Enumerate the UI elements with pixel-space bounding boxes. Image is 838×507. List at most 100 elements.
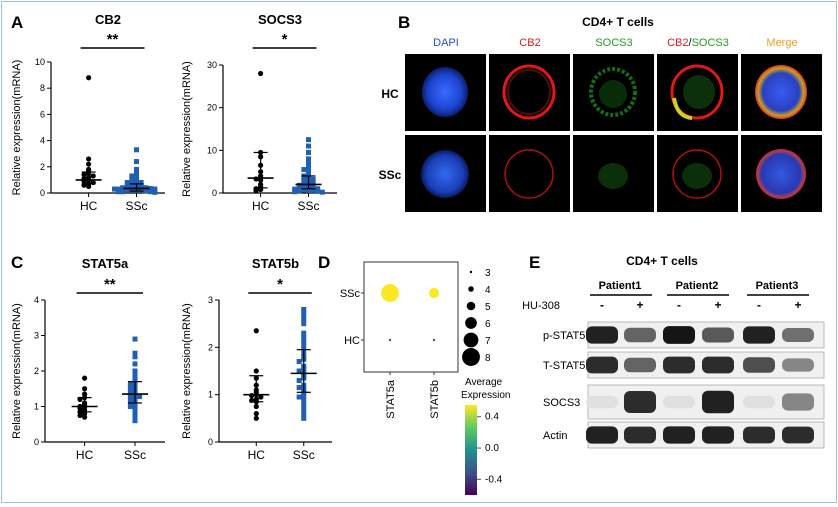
stat5b-point-ssc (301, 340, 307, 346)
dotplot-dot-ssc-stat5b (428, 287, 440, 299)
size-legend-label: 5 (485, 302, 491, 313)
socs3-xtick-label: SSc (297, 199, 319, 213)
row-label-ssc: SSc (379, 168, 402, 182)
dotplot-plot-area (363, 261, 459, 373)
socs3-xtick-label: HC (252, 199, 270, 213)
blot-band (663, 356, 695, 374)
socs3-point-ssc (296, 185, 302, 191)
cb2-ylabel: Relative expression(mRNA) (11, 60, 23, 196)
cb2-point-ssc (134, 159, 139, 165)
blot-row-label: T-STAT5 (543, 360, 585, 372)
membrane-hc-cb2 (502, 64, 556, 120)
colorbar-title-line1: Average (465, 377, 503, 388)
blot-band (586, 356, 618, 374)
cb2-point-hc (86, 183, 92, 190)
cb2-xtick-label: SSc (125, 199, 147, 213)
socs3-chart: SOCS3 Relative expression(mRNA) 0 10 20 30 HC S… (181, 12, 337, 213)
panel-label-e: E (529, 253, 540, 272)
cb2-point-ssc (120, 185, 126, 191)
membrane-ssc-overlay (672, 149, 722, 199)
patient-label: Patient2 (676, 280, 719, 292)
socs3-point-ssc (306, 160, 311, 166)
cell-ssc-merge (756, 149, 806, 199)
stat5b-title: STAT5b (252, 256, 299, 271)
dotplot-dot-hc-stat5b (432, 338, 436, 342)
colocalization-hc (672, 97, 693, 120)
stat5b-chart: STAT5b Relative expression(mRNA) 0 1 2 3 HC SSc… (181, 256, 332, 462)
blot-band (663, 326, 695, 344)
blot-band (702, 356, 734, 374)
blot-band (782, 426, 814, 444)
size-legend-dot (462, 348, 480, 366)
blot-band (624, 390, 656, 414)
socs3-ytick-label: 0 (212, 188, 217, 198)
blot-band (743, 426, 775, 444)
stat5a-point-ssc (127, 396, 133, 402)
socs3-point-ssc (296, 182, 302, 188)
stat5b-point-ssc (301, 321, 307, 327)
stat5a-ytick-label: 3 (34, 331, 39, 341)
stat5b-point-ssc (301, 311, 307, 317)
cb2-point-ssc (120, 189, 126, 195)
socs3-point-ssc (306, 171, 311, 177)
cb2-point-ssc (134, 174, 139, 180)
cb2-point-ssc (152, 189, 158, 195)
signal-ssc-overlay-inner (682, 163, 712, 189)
panel-label-c: C (11, 253, 23, 272)
cb2-point-ssc (129, 183, 135, 189)
blot-band (586, 426, 618, 444)
socs3-point-ssc (315, 186, 321, 192)
blot-band (743, 326, 775, 344)
size-legend-dot (468, 286, 474, 292)
blot-band (782, 393, 814, 411)
socs3-point-ssc (301, 178, 307, 184)
treatment-sign: + (714, 298, 721, 312)
row-label-hc: HC (381, 87, 399, 101)
stat5a-point-hc (77, 412, 83, 418)
stat5b-significance: * (277, 276, 283, 293)
stat5b-xtick-label: HC (248, 448, 266, 462)
signal-ssc-socs3 (598, 163, 628, 189)
col-label-merge: Merge (766, 37, 797, 49)
stat5b-point-ssc (301, 392, 307, 398)
stat5a-point-ssc (137, 394, 143, 400)
dotplot-chart: SSc HC STAT5a STAT5b 3 4 5 6 7 8 Average Express… (340, 261, 510, 495)
blot-band (624, 426, 656, 444)
socs3-ylabel: Relative expression(mRNA) (181, 61, 193, 197)
stat5b-point-ssc (301, 415, 307, 421)
stat5b-point-ssc (301, 330, 307, 336)
socs3-ytick-label: 30 (207, 60, 217, 70)
blot-row-label: SOCS3 (543, 397, 580, 409)
microscopy-panel: CD4+ T cells DAPI CB2 SOCS3 CB2/SOCS3 Me… (379, 15, 822, 212)
socs3-point-hc (253, 188, 259, 194)
cb2-ytick-label: 10 (35, 57, 45, 67)
stat5b-ytick-label: 3 (208, 295, 213, 305)
treatment-sign: - (600, 298, 604, 312)
socs3-point-ssc (315, 188, 321, 194)
blot-band (702, 390, 734, 414)
blot-row-label: Actin (543, 430, 567, 442)
treatment-sign: - (757, 298, 761, 312)
stat5b-point-ssc (301, 316, 307, 322)
stat5b-point-ssc (296, 368, 302, 374)
stat5b-ylabel: Relative expression(mRNA) (181, 303, 193, 439)
socs3-ytick-label: 10 (207, 145, 217, 155)
cb2-point-ssc (129, 187, 135, 193)
stat5b-point-ssc (301, 401, 307, 407)
stat5a-xtick-label: HC (76, 448, 94, 462)
stat5b-point-ssc (301, 406, 307, 412)
cb2-point-ssc (124, 182, 130, 188)
dotplot-row-label: HC (344, 335, 360, 347)
microscopy-title: CD4+ T cells (582, 15, 654, 29)
dotplot-col-label: STAT5a (385, 379, 397, 419)
socs3-point-ssc (310, 176, 316, 182)
blot-band (782, 358, 814, 372)
stat5a-point-ssc (132, 372, 138, 378)
colorbar-tick-label: -0.4 (485, 474, 503, 485)
cb2-point-hc (86, 75, 92, 81)
membrane-ssc-cb2 (504, 149, 554, 199)
socs3-point-ssc (306, 156, 311, 162)
cb2-ytick-label: 2 (40, 162, 45, 172)
stat5a-ytick-label: 1 (34, 402, 39, 412)
stat5a-point-ssc (132, 411, 138, 417)
